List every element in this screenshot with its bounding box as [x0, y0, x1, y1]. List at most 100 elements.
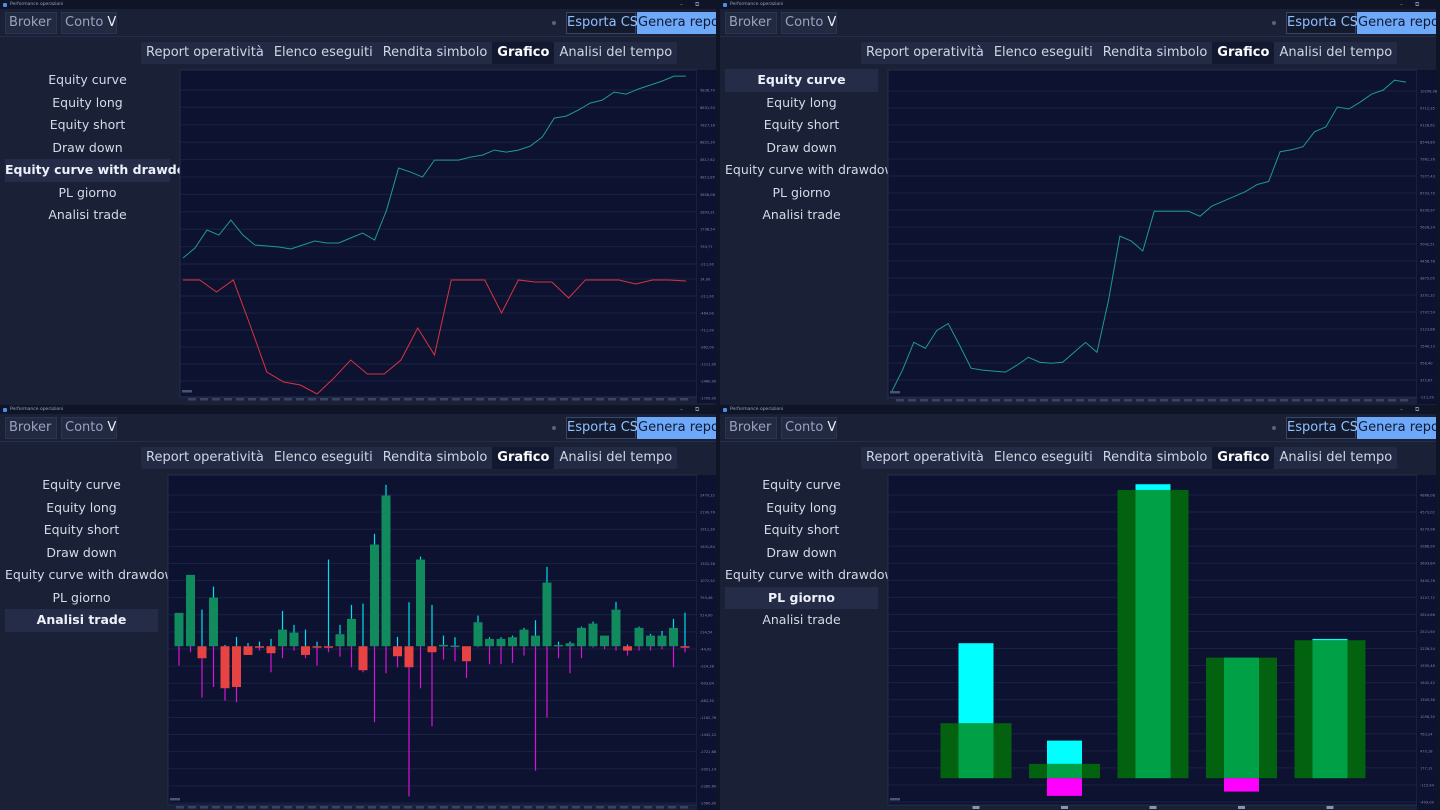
menu-item-pl-giorno[interactable]: PL giorno	[52, 589, 111, 605]
y-tick-label: 9712,35	[1420, 107, 1435, 111]
account-select[interactable]: ContoVc	[781, 417, 837, 439]
tab-elenco-eseguiti[interactable]: Elenco eseguiti	[273, 450, 373, 465]
export-csv-button[interactable]: Esporta CSV	[1286, 12, 1367, 34]
restore-button[interactable]: ⧉	[1415, 1, 1420, 8]
x-axis-date-label	[428, 398, 436, 401]
chart[interactable]: 9836,70 8831,93 7827,16 6822,39 5817,62 4812,…	[0, 0, 720, 405]
account-select[interactable]: ContoVc	[61, 417, 117, 439]
day-pl-inner-bar	[1047, 763, 1082, 779]
menu-item-pl-giorno[interactable]: PL giorno	[772, 184, 831, 200]
tab-analisi-del-tempo[interactable]: Analisi del tempo	[1279, 45, 1393, 60]
broker-select[interactable]: BrokerS	[725, 12, 777, 34]
tab-rendita-simbolo[interactable]: Rendita simbolo	[382, 450, 488, 465]
account-select[interactable]: ContoVc	[781, 12, 837, 34]
menu-item-equity-long[interactable]: Equity long	[766, 499, 837, 515]
equity-line	[182, 75, 686, 259]
x-axis-date-label	[452, 398, 460, 401]
x-axis-date-label	[440, 398, 448, 401]
tab-grafico[interactable]: Grafico	[1212, 42, 1275, 64]
chart[interactable]: 2470,22 2190,76 1911,30 1631,84 1352,38 1072,…	[0, 405, 720, 810]
x-axis-date-label	[236, 398, 244, 401]
tab-analisi-del-tempo[interactable]: Analisi del tempo	[1279, 450, 1393, 465]
trade-bar-profit	[554, 644, 563, 647]
day-high-bar	[1047, 740, 1082, 764]
menu-item-analisi-trade[interactable]: Analisi trade	[48, 207, 127, 222]
menu-item-draw-down[interactable]: Draw down	[46, 544, 117, 560]
tab-grafico[interactable]: Grafico	[492, 447, 555, 469]
tab-elenco-eseguiti[interactable]: Elenco eseguiti	[993, 450, 1093, 465]
menu-item-analisi-trade[interactable]: Analisi trade	[5, 609, 158, 632]
generate-report-button[interactable]: Genera report	[1357, 417, 1440, 439]
chart[interactable]: 10296,08 9712,35 9128,62 8544,89 7961,16 7377…	[720, 0, 1440, 405]
drawdown-line	[183, 279, 687, 395]
menu-item-equity-short[interactable]: Equity short	[763, 117, 840, 132]
x-axis-date-label	[368, 398, 376, 401]
menu-item-equity-long[interactable]: Equity long	[52, 94, 123, 110]
tab-rendita-simbolo[interactable]: Rendita simbolo	[1102, 450, 1208, 465]
tab-elenco-eseguiti[interactable]: Elenco eseguiti	[273, 45, 373, 60]
y-tick-label: -1721,68	[700, 750, 717, 754]
tab-report-operativit-[interactable]: Report operatività	[146, 450, 264, 465]
menu-item-equity-curve-with-drawdown[interactable]: Equity curve with drawdown	[5, 159, 206, 182]
menu-item-draw-down[interactable]: Draw down	[52, 139, 123, 155]
menu-item-equity-short[interactable]: Equity short	[49, 117, 126, 132]
tab-grafico[interactable]: Grafico	[492, 42, 555, 64]
restore-button[interactable]: ⧉	[695, 406, 700, 413]
tab-rendita-simbolo[interactable]: Rendita simbolo	[1102, 45, 1208, 60]
minimize-button[interactable]: –	[1400, 1, 1403, 8]
menu-item-equity-short[interactable]: Equity short	[763, 522, 840, 537]
account-value: Vc	[107, 420, 117, 435]
window-title: Performance operazioni	[10, 407, 64, 412]
menu-item-pl-giorno[interactable]: PL giorno	[725, 586, 878, 609]
menu-item-equity-long[interactable]: Equity long	[46, 499, 117, 515]
title-bar: Performance operazioni – ⧉	[0, 0, 720, 9]
minimize-button[interactable]: –	[680, 406, 683, 413]
trade-bar-loss	[404, 646, 414, 668]
tab-grafico[interactable]: Grafico	[1212, 447, 1275, 469]
x-axis-date-label	[1400, 399, 1408, 402]
tab-elenco-eseguiti[interactable]: Elenco eseguiti	[993, 45, 1093, 60]
broker-select[interactable]: BrokerS	[725, 417, 777, 439]
menu-item-equity-curve-with-drawdown[interactable]: Equity curve with drawdown	[725, 162, 903, 177]
menu-item-equity-curve[interactable]: Equity curve	[725, 69, 878, 92]
menu-item-equity-short[interactable]: Equity short	[43, 522, 120, 537]
tab-analisi-del-tempo[interactable]: Analisi del tempo	[559, 45, 673, 60]
tab-report-operativit-[interactable]: Report operatività	[866, 45, 984, 60]
generate-report-button[interactable]: Genera report	[637, 417, 720, 439]
x-axis-date-label	[572, 398, 580, 401]
menu-item-draw-down[interactable]: Draw down	[766, 139, 837, 155]
x-axis-date-label	[1244, 399, 1252, 402]
menu-item-draw-down[interactable]: Draw down	[766, 544, 837, 560]
broker-select[interactable]: BrokerS	[5, 417, 57, 439]
menu-item-analisi-trade[interactable]: Analisi trade	[762, 612, 841, 627]
menu-item-equity-curve[interactable]: Equity curve	[42, 477, 121, 492]
y-tick-label: 1540,13	[1420, 345, 1435, 349]
tab-report-operativit-[interactable]: Report operatività	[866, 450, 984, 465]
generate-report-button[interactable]: Genera report	[637, 12, 720, 34]
chart[interactable]: 4866,08 4573,02 4279,96 3986,90 3693,84 3400,…	[720, 405, 1440, 810]
restore-button[interactable]: ⧉	[695, 1, 700, 8]
menu-item-equity-curve[interactable]: Equity curve	[762, 477, 841, 492]
minimize-button[interactable]: –	[1400, 406, 1403, 413]
export-csv-button[interactable]: Esporta CSV	[1286, 417, 1367, 439]
menu-item-equity-curve-with-drawdown[interactable]: Equity curve with drawdown	[725, 567, 903, 582]
menu-item-analisi-trade[interactable]: Analisi trade	[762, 207, 841, 222]
menu-item-pl-giorno[interactable]: PL giorno	[58, 184, 117, 200]
minimize-button[interactable]: –	[680, 1, 683, 8]
menu-item-equity-curve-with-drawdown[interactable]: Equity curve with drawdown	[5, 567, 183, 582]
menu-item-equity-curve[interactable]: Equity curve	[48, 72, 127, 87]
menu-item-equity-long[interactable]: Equity long	[766, 94, 837, 110]
x-axis-date-label	[1280, 399, 1288, 402]
y-tick-label: -962,00	[700, 346, 715, 350]
tab-rendita-simbolo[interactable]: Rendita simbolo	[382, 45, 488, 60]
broker-select[interactable]: BrokerS	[5, 12, 57, 34]
generate-report-button[interactable]: Genera report	[1357, 12, 1440, 34]
trade-bar-loss	[301, 646, 310, 655]
export-csv-button[interactable]: Esporta CSV	[566, 417, 647, 439]
tab-report-operativit-[interactable]: Report operatività	[146, 45, 264, 60]
broker-value: S	[775, 420, 776, 435]
tab-analisi-del-tempo[interactable]: Analisi del tempo	[559, 450, 673, 465]
restore-button[interactable]: ⧉	[1415, 406, 1420, 413]
export-csv-button[interactable]: Esporta CSV	[566, 12, 647, 34]
account-select[interactable]: ContoVc	[61, 12, 117, 34]
